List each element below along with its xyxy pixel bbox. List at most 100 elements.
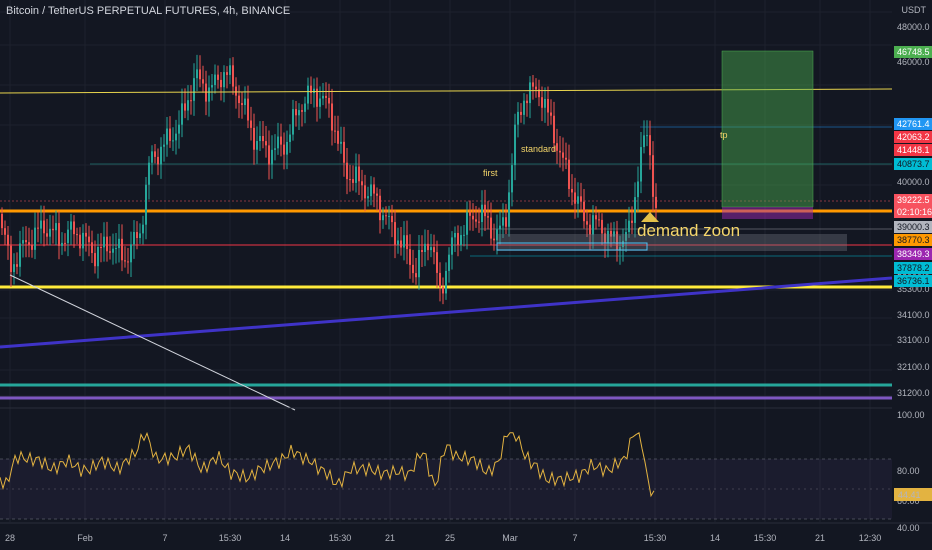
candle-body	[100, 246, 102, 248]
candle-body	[64, 242, 66, 244]
candle-body	[43, 220, 45, 234]
candle-body	[199, 69, 201, 80]
candle-body	[427, 243, 429, 251]
candle-body	[310, 85, 312, 93]
time-tick-label: 28	[5, 533, 15, 543]
candle-body	[292, 109, 294, 135]
candle-body	[193, 78, 195, 101]
candle-body	[571, 188, 573, 193]
candle-body	[184, 103, 186, 111]
candle-body	[130, 244, 132, 263]
candle-body	[283, 144, 285, 155]
candle-body	[565, 157, 567, 160]
candle-body	[1, 213, 3, 229]
candle-body	[634, 197, 636, 223]
price-tag	[894, 131, 932, 143]
price-tick-label: 46000.0	[897, 57, 930, 67]
candle-body	[61, 242, 63, 246]
candle-body	[58, 223, 60, 246]
candle-body	[490, 217, 492, 239]
candle-body	[652, 155, 654, 197]
candle-body	[322, 95, 324, 99]
candle-body	[361, 181, 363, 186]
candle-body	[535, 86, 537, 90]
candle-body	[376, 193, 378, 196]
candle-body	[502, 217, 504, 226]
candle-body	[274, 148, 276, 150]
candle-body	[97, 246, 99, 267]
chart-title: Bitcoin / TetherUS PERPETUAL FUTURES, 4h…	[6, 5, 291, 17]
candle-body	[403, 235, 405, 248]
annotation-label: demand zoon	[637, 221, 740, 240]
candle-body	[91, 242, 93, 254]
demand-zone-box	[497, 234, 847, 251]
candle-body	[397, 240, 399, 245]
candle-body	[373, 184, 375, 194]
rsi-tick-label: 100.00	[897, 410, 925, 420]
candle-body	[160, 146, 162, 165]
candle-body	[49, 228, 51, 237]
candle-body	[190, 100, 192, 102]
candle-body	[430, 247, 432, 251]
candle-body	[208, 87, 210, 102]
candle-body	[16, 264, 18, 267]
candle-body	[121, 238, 123, 261]
candle-body	[568, 159, 570, 189]
candle-body	[628, 220, 630, 233]
candle-body	[265, 141, 267, 146]
price-tag-label: 38770.3	[897, 235, 930, 245]
candle-body	[367, 196, 369, 199]
candle-body	[211, 85, 213, 88]
candle-body	[526, 100, 528, 104]
candle-body	[133, 232, 135, 245]
time-tick-label: 25	[445, 533, 455, 543]
candle-body	[349, 179, 351, 181]
candle-body	[562, 152, 564, 158]
candle-body	[478, 221, 480, 223]
candle-body	[364, 185, 366, 199]
candle-body	[631, 220, 633, 223]
candle-body	[229, 65, 231, 75]
candle-body	[601, 219, 603, 234]
candle-body	[316, 88, 318, 107]
candle-body	[307, 85, 309, 104]
price-tag	[894, 46, 932, 58]
candle-body	[175, 133, 177, 141]
candle-body	[247, 98, 249, 121]
candle-body	[538, 89, 540, 98]
candle-body	[505, 217, 507, 227]
candle-body	[418, 249, 420, 278]
candle-body	[34, 227, 36, 250]
rsi-line	[0, 431, 655, 498]
candle-body	[517, 111, 519, 125]
candle-body	[619, 247, 621, 250]
candle-body	[226, 72, 228, 75]
candle-body	[142, 224, 144, 234]
candle-body	[109, 251, 111, 253]
candle-body	[136, 232, 138, 238]
candle-body	[613, 231, 615, 237]
candle-body	[169, 128, 171, 141]
time-axis-bg	[0, 523, 892, 550]
price-tags: 46748.5 42761.4 42063.2 41448.1 40873.7 39222…	[894, 46, 932, 287]
candle-body	[325, 95, 327, 98]
time-tick-label: 15:30	[644, 533, 667, 543]
candle-body	[13, 264, 15, 273]
time-tick-label: 21	[815, 533, 825, 543]
candle-body	[118, 238, 120, 249]
candle-body	[19, 243, 21, 267]
candle-body	[550, 112, 552, 116]
candle-body	[145, 184, 147, 225]
time-tick-label: 12:30	[859, 533, 882, 543]
candle-body	[22, 240, 24, 244]
rsi-pane	[0, 407, 892, 520]
time-tick-label: 15:30	[219, 533, 242, 543]
price-tick-label: 48000.0	[897, 22, 930, 32]
time-tick-label: Mar	[502, 533, 518, 543]
time-axis[interactable]: 28 Feb 7 15:30 14 15:30 21 25 Mar 7 15:30 14 15:30 21…	[0, 522, 932, 550]
candle-body	[523, 100, 525, 115]
candle-body	[457, 233, 459, 246]
candle-body	[151, 151, 153, 163]
candle-body	[256, 141, 258, 150]
